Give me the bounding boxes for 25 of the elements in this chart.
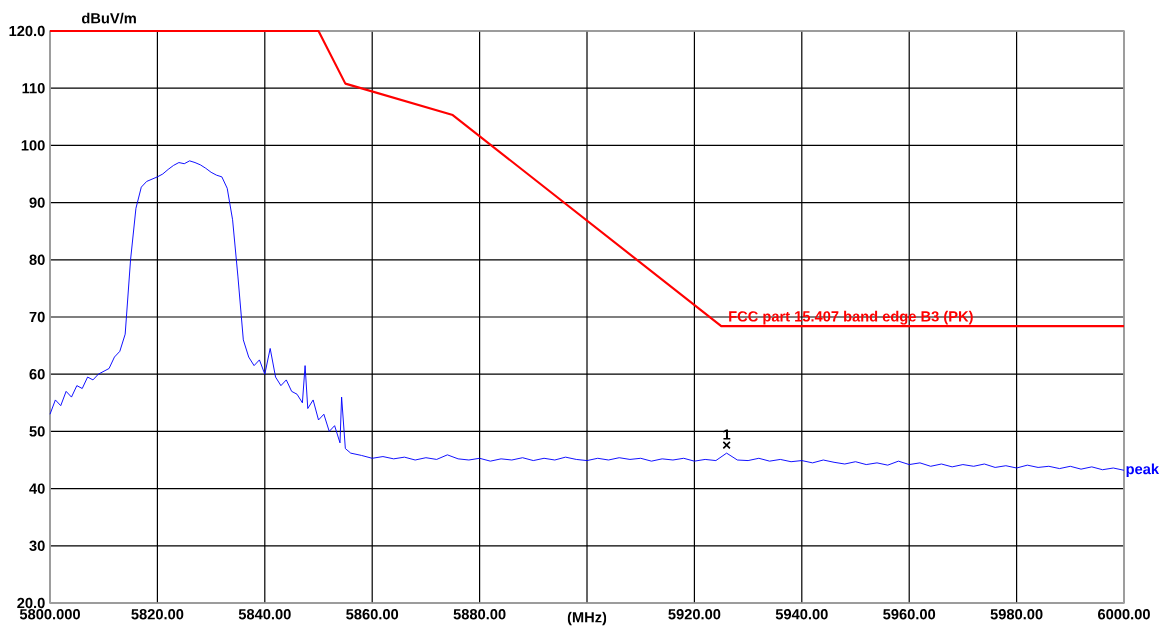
y-tick-label: 110	[22, 83, 45, 94]
x-tick-label: 5860.00	[346, 609, 399, 620]
x-tick-label: 5840.00	[238, 609, 291, 620]
x-tick-label: 6000.00	[1098, 609, 1150, 620]
y-tick-label: 40	[29, 483, 45, 494]
y-tick-label: 80	[29, 254, 45, 265]
y-tick-label: 60	[29, 369, 45, 380]
y-tick-label: 100	[21, 140, 45, 151]
x-tick-label: 5920.00	[668, 609, 721, 620]
x-tick-label: 5980.00	[990, 609, 1043, 620]
y-tick-label: 120.0	[9, 25, 45, 37]
x-tick-label: 5800.000	[19, 609, 80, 620]
x-tick-label: 5940.00	[775, 609, 828, 620]
y-axis-title: dBuV/m	[81, 12, 136, 24]
y-tick-label: 50	[29, 426, 45, 437]
y-tick-label: 20.0	[17, 597, 45, 609]
x-tick-label: 5880.00	[453, 609, 506, 620]
series-label: peak	[1126, 463, 1160, 478]
y-tick-label: 30	[29, 540, 45, 552]
x-tick-label: 5960.00	[883, 609, 936, 620]
x-axis-title: (MHz)	[567, 611, 607, 626]
x-tick-label: 5820.00	[131, 609, 184, 620]
y-tick-label: 70	[29, 311, 45, 323]
line-series	[48, 29, 1126, 328]
y-tick-label: 90	[29, 197, 45, 208]
